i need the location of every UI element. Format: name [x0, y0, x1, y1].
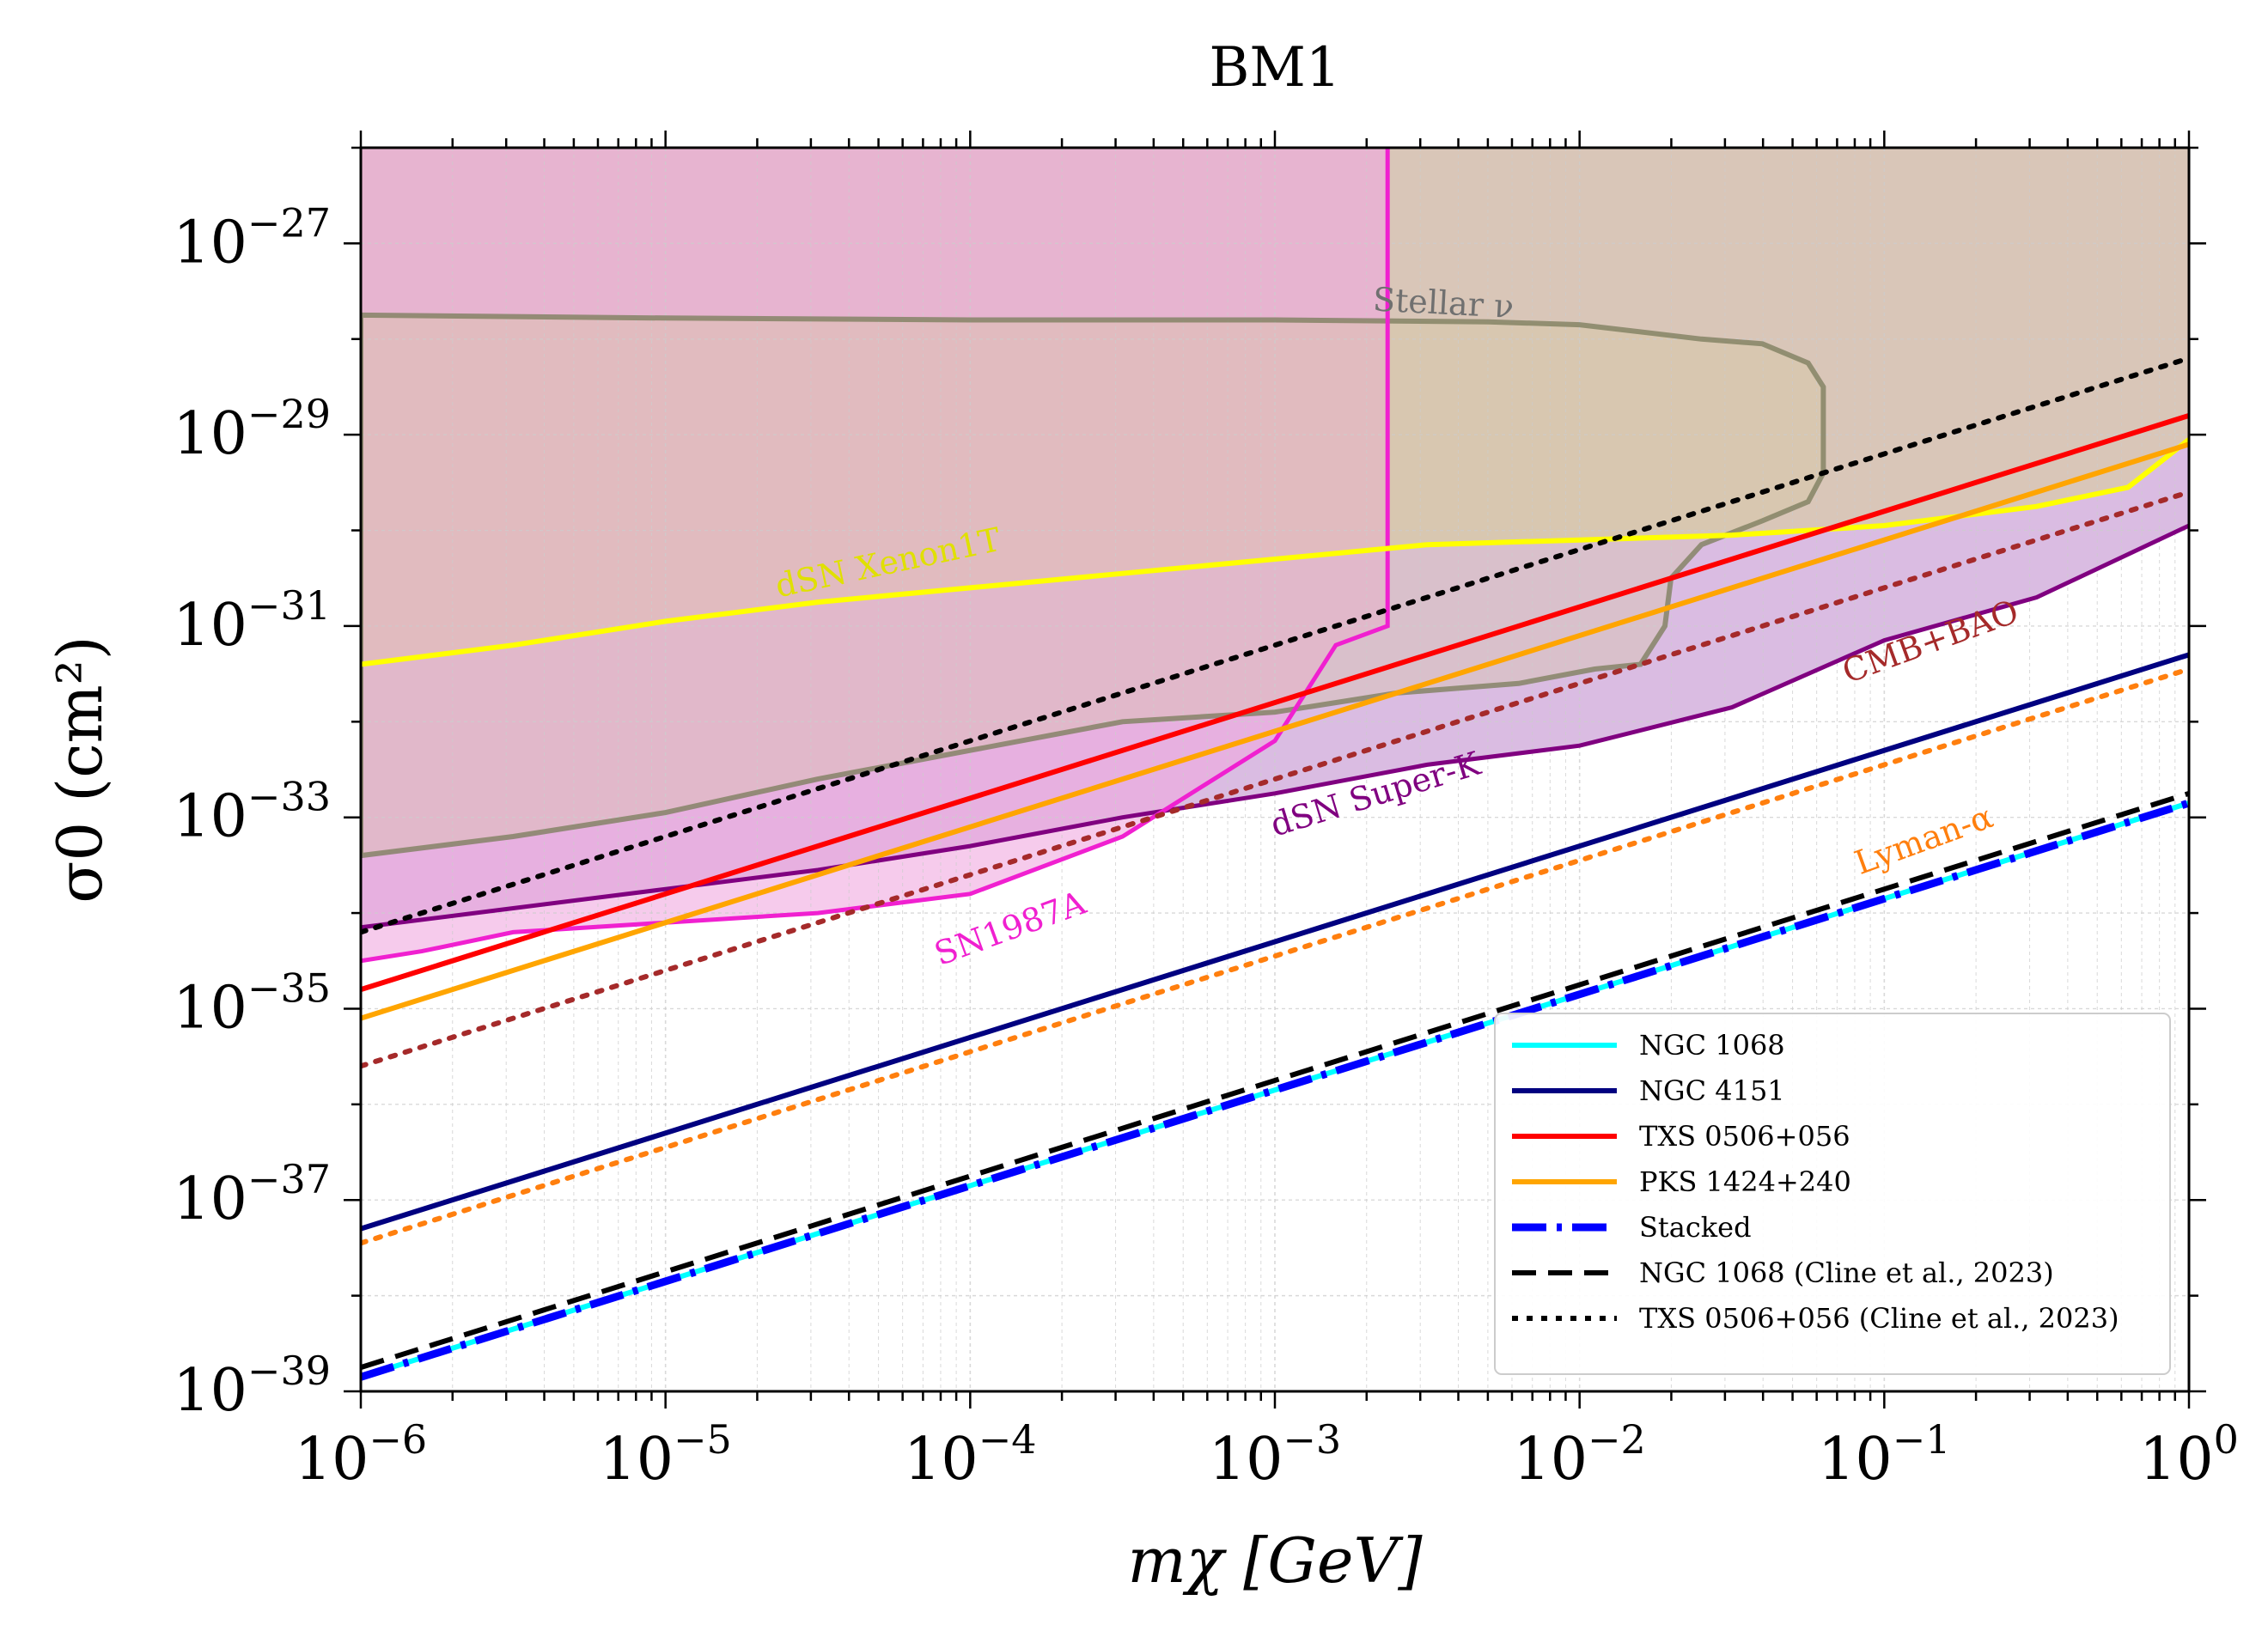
- dsn-xenon1t-outline: [361, 437, 2189, 667]
- y-tick-label-base: 10: [173, 783, 247, 851]
- series-lines: [361, 356, 2189, 1381]
- sn1987a-outline: [361, 148, 1390, 964]
- sn1987a-fill: [361, 148, 1388, 961]
- stellar-nu-fill: [361, 314, 1824, 856]
- x-tick-label: 10−2: [1513, 1416, 1645, 1494]
- y-tick-label-base: 10: [173, 592, 247, 660]
- y-tick-label-exponent: −31: [247, 582, 331, 629]
- x-tick-label-base: 10: [2139, 1426, 2214, 1494]
- x-tick-label-exponent: −4: [979, 1416, 1037, 1463]
- y-tick-label-base: 10: [173, 400, 247, 468]
- x-tick-label-base: 10: [599, 1426, 674, 1494]
- x-tick-label-exponent: −2: [1588, 1416, 1646, 1463]
- series-line-lyman: [361, 666, 2189, 1246]
- x-tick-label: 100: [2139, 1416, 2239, 1494]
- x-tick-label-base: 10: [295, 1426, 369, 1494]
- chart-title: BM1: [1209, 36, 1340, 100]
- y-tick-label-base: 10: [173, 1357, 247, 1425]
- x-tick-label-exponent: −1: [1893, 1416, 1951, 1463]
- legend-label-pks-1424-240: PKS 1424+240: [1639, 1165, 1851, 1198]
- series-line-ngc-4151: [361, 652, 2189, 1232]
- legend-box: [1494, 1013, 2171, 1375]
- legend-label-stacked: Stacked: [1639, 1211, 1752, 1244]
- y-tick-label: 10−27: [173, 199, 331, 277]
- series-line-txs-0506-056-cline-et-al-2023: [361, 356, 2189, 935]
- series-line-ngc-1068-cline-et-al-2023: [361, 790, 2189, 1371]
- y-tick-label-exponent: −37: [247, 1156, 331, 1202]
- x-tick-label-exponent: −5: [674, 1416, 732, 1463]
- y-tick-label-exponent: −29: [247, 391, 331, 437]
- x-tick-label: 10−4: [904, 1416, 1036, 1494]
- y-tick-label: 10−39: [173, 1348, 331, 1425]
- x-tick-label-base: 10: [904, 1426, 979, 1494]
- legend: NGC 1068 NGC 4151 TXS 0506+056 PKS 1424+240…: [1494, 1013, 2171, 1375]
- x-tick-label-exponent: −3: [1283, 1416, 1341, 1463]
- x-tick-label-base: 10: [1513, 1426, 1588, 1494]
- series-line-cmb-bao: [361, 489, 2189, 1069]
- legend-label-ngc-1068: NGC 1068: [1639, 1029, 1785, 1062]
- legend-label-ngc-1068-cline-et-al-2023: NGC 1068 (Cline et al., 2023): [1639, 1257, 2054, 1289]
- axis-ticks: [344, 131, 2206, 1409]
- series-line-txs-0506-056: [361, 413, 2189, 993]
- x-tick-label: 10−5: [599, 1416, 731, 1494]
- x-axis-label: mχ [GeV]: [1127, 1524, 1423, 1597]
- annotation-stellar: Stellar ν: [1372, 280, 1515, 326]
- legend-label-txs-0506-056: TXS 0506+056: [1639, 1120, 1850, 1153]
- legend-label-txs-0506-056-cline-et-al-2023: TXS 0506+056 (Cline et al., 2023): [1639, 1302, 2119, 1335]
- tick-labels: 10−6 10−5 10−4 10−3 10−2 10−1 10010−2710−2910−…: [173, 199, 2239, 1494]
- x-tick-label: 10−3: [1209, 1416, 1341, 1494]
- y-tick-label: 10−29: [173, 391, 331, 468]
- y-tick-label-base: 10: [173, 1165, 247, 1233]
- series-line-stacked: [361, 799, 2189, 1381]
- x-tick-label-exponent: 0: [2214, 1416, 2239, 1463]
- y-tick-label: 10−33: [173, 774, 331, 851]
- y-tick-label: 10−35: [173, 964, 331, 1042]
- y-tick-label-exponent: −35: [247, 964, 331, 1011]
- x-tick-label: 10−1: [1818, 1416, 1950, 1494]
- x-tick-label: 10−6: [295, 1416, 427, 1494]
- series-line-pks-1424-240: [361, 441, 2189, 1021]
- y-tick-label-exponent: −33: [247, 774, 331, 820]
- y-tick-label-base: 10: [173, 974, 247, 1042]
- y-axis-label: σ0 (cm²): [44, 636, 116, 903]
- x-tick-label-base: 10: [1209, 1426, 1283, 1494]
- y-tick-label: 10−37: [173, 1156, 331, 1233]
- y-tick-label: 10−31: [173, 582, 331, 660]
- x-tick-label-base: 10: [1818, 1426, 1893, 1494]
- legend-label-ngc-4151: NGC 4151: [1639, 1074, 1785, 1107]
- y-tick-label-base: 10: [173, 209, 247, 277]
- x-tick-label-exponent: −6: [369, 1416, 427, 1463]
- y-tick-label-exponent: −39: [247, 1348, 331, 1394]
- dsn-super-k-outline: [361, 523, 2189, 930]
- y-tick-label-exponent: −27: [247, 199, 331, 246]
